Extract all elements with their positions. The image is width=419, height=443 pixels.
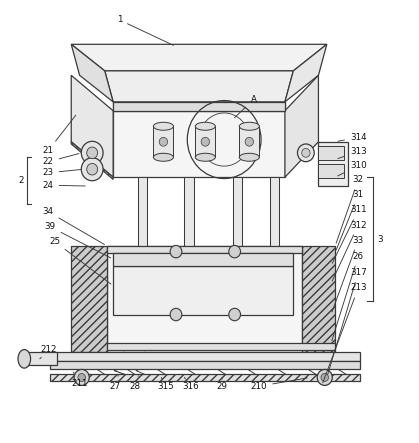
Ellipse shape xyxy=(239,122,259,130)
Polygon shape xyxy=(285,44,327,102)
Polygon shape xyxy=(138,177,147,246)
Text: 31: 31 xyxy=(336,190,364,250)
Text: 23: 23 xyxy=(43,168,81,177)
Circle shape xyxy=(87,163,98,175)
Text: 32: 32 xyxy=(336,175,364,243)
Circle shape xyxy=(170,308,182,321)
Text: 211: 211 xyxy=(71,372,88,388)
Polygon shape xyxy=(107,246,302,352)
Text: 24: 24 xyxy=(43,181,85,190)
Polygon shape xyxy=(113,102,285,111)
Ellipse shape xyxy=(153,153,173,161)
Circle shape xyxy=(229,308,241,321)
Polygon shape xyxy=(153,126,173,157)
Text: 29: 29 xyxy=(217,377,228,391)
Circle shape xyxy=(302,148,310,157)
Circle shape xyxy=(159,137,168,146)
Polygon shape xyxy=(105,71,293,102)
Polygon shape xyxy=(270,177,279,246)
Text: 3: 3 xyxy=(378,235,383,244)
Text: 33: 33 xyxy=(332,236,364,312)
Circle shape xyxy=(245,137,253,146)
Polygon shape xyxy=(23,352,57,365)
Polygon shape xyxy=(50,361,360,369)
Polygon shape xyxy=(50,374,360,381)
Text: 39: 39 xyxy=(45,222,111,258)
Ellipse shape xyxy=(153,122,173,130)
Polygon shape xyxy=(318,164,344,178)
Text: 312: 312 xyxy=(332,221,367,281)
Text: 315: 315 xyxy=(157,377,174,391)
Text: 22: 22 xyxy=(43,154,79,166)
Text: 25: 25 xyxy=(49,237,111,284)
Text: 317: 317 xyxy=(328,268,367,375)
Text: A: A xyxy=(235,95,256,118)
Text: 28: 28 xyxy=(129,376,140,391)
Ellipse shape xyxy=(195,153,215,161)
Text: 2: 2 xyxy=(18,176,24,185)
Text: 313: 313 xyxy=(338,147,367,159)
Polygon shape xyxy=(107,246,302,253)
Text: 27: 27 xyxy=(110,374,121,391)
Text: 314: 314 xyxy=(338,133,367,142)
Ellipse shape xyxy=(239,153,259,161)
Polygon shape xyxy=(71,75,113,177)
Circle shape xyxy=(201,137,210,146)
Polygon shape xyxy=(71,44,113,102)
Text: 210: 210 xyxy=(251,378,307,391)
Polygon shape xyxy=(107,343,335,350)
Polygon shape xyxy=(71,44,327,71)
Polygon shape xyxy=(113,266,293,315)
Text: 212: 212 xyxy=(40,346,57,359)
Polygon shape xyxy=(50,352,360,361)
Polygon shape xyxy=(71,142,113,179)
Text: 310: 310 xyxy=(338,161,367,176)
Text: 316: 316 xyxy=(182,377,199,391)
Polygon shape xyxy=(302,246,335,352)
Polygon shape xyxy=(195,126,215,157)
Circle shape xyxy=(317,369,332,385)
Text: 21: 21 xyxy=(43,115,76,155)
Circle shape xyxy=(78,373,85,381)
Polygon shape xyxy=(71,246,107,352)
Polygon shape xyxy=(113,102,285,111)
Ellipse shape xyxy=(195,122,215,130)
Circle shape xyxy=(87,147,98,159)
Text: 213: 213 xyxy=(323,284,367,383)
Polygon shape xyxy=(239,126,259,157)
Text: 311: 311 xyxy=(332,206,367,263)
Text: 1: 1 xyxy=(116,16,173,45)
Polygon shape xyxy=(113,253,293,266)
Circle shape xyxy=(170,245,182,258)
Ellipse shape xyxy=(18,350,31,368)
Circle shape xyxy=(81,158,103,181)
Polygon shape xyxy=(318,142,348,186)
Circle shape xyxy=(321,373,328,381)
Polygon shape xyxy=(113,111,285,177)
Text: 26: 26 xyxy=(332,252,364,341)
Polygon shape xyxy=(318,146,344,160)
Circle shape xyxy=(74,369,89,385)
Text: 34: 34 xyxy=(43,207,104,245)
Circle shape xyxy=(81,141,103,164)
Polygon shape xyxy=(233,177,242,246)
Polygon shape xyxy=(184,177,194,246)
Circle shape xyxy=(229,245,241,258)
Circle shape xyxy=(297,144,314,162)
Polygon shape xyxy=(285,75,318,177)
